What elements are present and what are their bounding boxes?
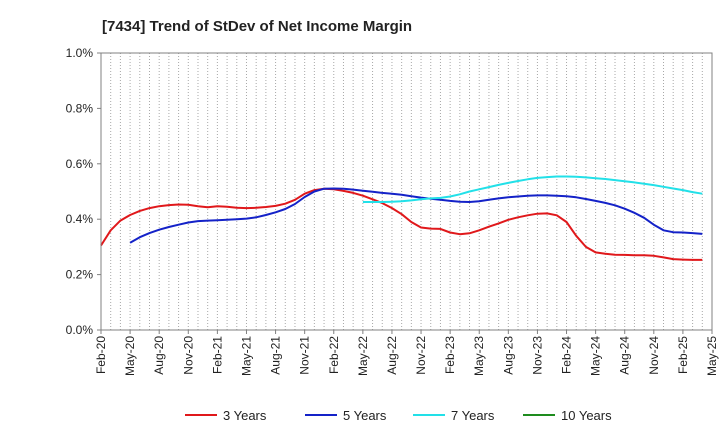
- x-axis: Feb-20 May-20 Aug-20 Nov-20 Feb-21 May-21 Aug-…: [94, 330, 719, 376]
- legend: 3 Years 5 Years 7 Years 10 Years: [185, 408, 612, 423]
- y-tick-label: 0.8%: [66, 101, 94, 115]
- x-tick-label: Aug-23: [501, 336, 515, 375]
- legend-label: 7 Years: [451, 408, 495, 423]
- y-tick-label: 0.0%: [66, 323, 94, 337]
- x-tick-label: Aug-21: [269, 336, 283, 375]
- legend-label: 10 Years: [561, 408, 612, 423]
- x-tick-label: May-21: [239, 336, 253, 376]
- x-tick-label: Aug-22: [385, 336, 399, 375]
- x-tick-label: Feb-24: [560, 336, 574, 374]
- x-tick-label: Feb-21: [210, 336, 224, 374]
- x-tick-label: Nov-20: [181, 336, 195, 375]
- x-tick-label: Nov-22: [414, 336, 428, 375]
- x-tick-label: May-20: [123, 336, 137, 376]
- x-tick-label: May-22: [356, 336, 370, 376]
- x-tick-label: Aug-20: [152, 336, 166, 375]
- plot-lines: [100, 175, 703, 261]
- x-tick-label: May-25: [705, 336, 719, 376]
- x-tick-label: Feb-25: [676, 336, 690, 374]
- x-tick-label: Aug-24: [618, 336, 632, 375]
- y-axis: 0.0% 0.2% 0.4% 0.6% 0.8% 1.0%: [66, 46, 101, 337]
- x-tick-label: Feb-22: [327, 336, 341, 374]
- x-tick-label: May-23: [472, 336, 486, 376]
- x-tick-label: Nov-24: [647, 336, 661, 375]
- y-tick-label: 0.6%: [66, 157, 94, 171]
- grid: [110, 53, 703, 330]
- legend-label: 3 Years: [223, 408, 267, 423]
- y-tick-label: 0.2%: [66, 268, 94, 282]
- series-line-5-years: [129, 187, 703, 244]
- y-tick-label: 0.4%: [66, 212, 94, 226]
- x-tick-label: Feb-20: [94, 336, 108, 374]
- x-tick-label: May-24: [589, 336, 603, 376]
- y-tick-label: 1.0%: [66, 46, 94, 60]
- series-line-3-years: [100, 187, 703, 261]
- legend-label: 5 Years: [343, 408, 387, 423]
- x-tick-label: Nov-21: [298, 336, 312, 375]
- x-tick-label: Nov-23: [530, 336, 544, 375]
- plot-frame: [100, 52, 713, 331]
- series-line-7-years: [362, 175, 703, 203]
- x-tick-label: Feb-23: [443, 336, 457, 374]
- chart-title: [7434] Trend of StDev of Net Income Marg…: [102, 18, 412, 35]
